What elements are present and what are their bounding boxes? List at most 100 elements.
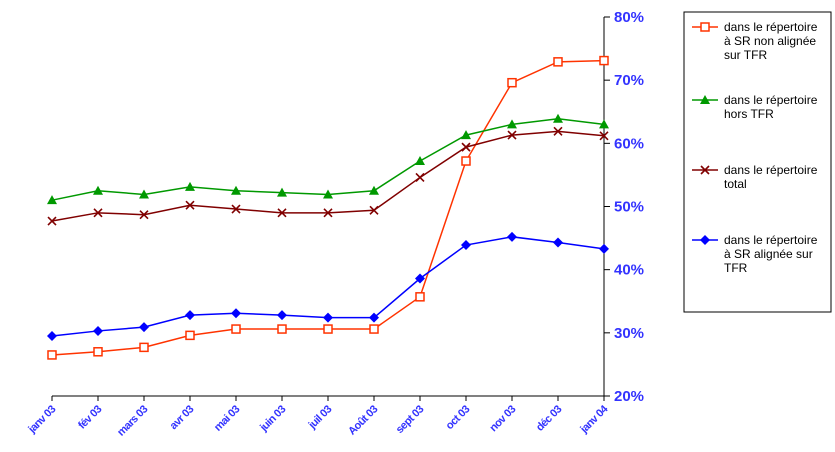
data-point [139,210,149,220]
legend-marker [700,165,710,175]
series-line [51,130,605,222]
x-tick-label: nov 03 [488,403,519,434]
data-point [47,216,57,226]
data-point [415,292,425,302]
data-point [185,310,195,321]
y-axis: 20% 30% 40% 50% 60% 70% 80% [603,9,644,405]
data-point [277,187,287,197]
series-4 [47,231,609,341]
data-point [599,55,609,66]
legend-marker [700,22,710,32]
x-tick-label: avr 03 [168,403,197,432]
legend-label: total [724,177,747,191]
series-3 [47,126,609,226]
data-point [185,181,195,191]
series-layer [47,55,609,360]
x-tick-label: janv 04 [578,403,612,437]
data-point [93,347,103,357]
data-point [461,156,471,166]
y-tick-label: 60% [614,135,644,152]
data-point [461,240,471,251]
legend-marker [700,95,710,104]
x-tick-label: juin 03 [257,403,288,434]
data-point [553,113,563,123]
data-point [507,119,517,129]
data-point [323,189,333,199]
data-point [323,312,333,323]
x-tick-label: juil 03 [306,403,335,432]
legend-label: à SR alignée sur [724,247,813,261]
data-point [277,310,287,321]
legend-label: dans le répertoire [724,233,818,247]
data-point [369,324,379,334]
legend-label: dans le répertoire [724,93,818,107]
legend-label: TFR [724,261,748,275]
data-point [553,237,563,248]
data-point [323,324,333,334]
data-point [369,205,379,215]
data-point [231,324,241,334]
data-point [231,204,241,214]
x-tick-label: déc 03 [534,403,564,433]
data-point [93,208,103,218]
legend-label: dans le répertoire [724,20,818,34]
data-point [93,185,103,195]
data-point [599,131,609,141]
data-point [461,142,471,152]
legend-label: à SR non alignée [724,34,816,48]
series-2 [47,113,609,205]
data-point [93,325,103,336]
legend-label: dans le répertoire [724,163,818,177]
data-point [415,156,425,166]
legend-box [683,11,832,313]
data-point [47,350,57,360]
data-point [139,189,149,199]
data-point [415,273,425,284]
series-line [51,117,605,201]
data-point [369,312,379,323]
data-point [139,322,149,333]
y-tick-label: 30% [614,325,644,342]
y-tick-label: 40% [614,262,644,279]
data-point [415,172,425,183]
legend-label: hors TFR [724,107,774,121]
data-point [231,308,241,319]
y-tick-label: 80% [614,9,644,26]
series-line [51,59,605,356]
data-point [507,231,517,242]
legend-label: sur TFR [724,48,767,62]
x-tick-label: janv 03 [26,403,59,436]
x-tick-label: Août 03 [346,403,380,437]
data-point [599,243,609,254]
data-point [47,330,57,341]
data-point [507,130,517,140]
x-tick-label: mai 03 [212,403,242,433]
data-point [139,342,149,353]
y-tick-label: 70% [614,72,644,89]
y-tick-label: 50% [614,199,644,216]
data-point [599,119,609,129]
x-tick-label: oct 03 [444,403,473,432]
data-point [369,185,379,195]
series-1 [47,55,609,360]
data-point [277,324,287,334]
x-tick-label: mars 03 [115,403,150,438]
data-point [231,185,241,195]
data-point [553,126,563,136]
data-point [185,330,195,341]
legend-marker [700,235,710,245]
data-point [507,77,517,88]
data-point [47,195,57,205]
data-point [461,130,471,140]
x-axis: janv 03 fév 03 mars 03 avr 03 mai 03 juin 03 j… [26,395,612,439]
data-point [553,57,563,67]
y-tick-label: 20% [614,388,644,405]
x-tick-label: fév 03 [76,403,104,431]
data-point [277,208,287,218]
x-tick-label: sept 03 [394,403,427,436]
